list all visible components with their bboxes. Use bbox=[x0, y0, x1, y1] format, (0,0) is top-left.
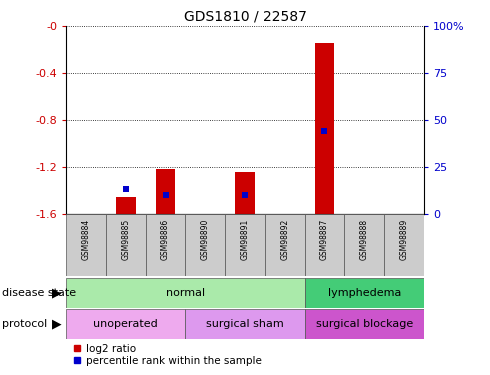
Bar bbox=[305, 309, 424, 339]
Text: ▶: ▶ bbox=[51, 318, 61, 330]
Text: GSM98890: GSM98890 bbox=[201, 219, 210, 260]
Text: GSM98886: GSM98886 bbox=[161, 219, 170, 260]
Text: GSM98892: GSM98892 bbox=[280, 219, 289, 260]
Text: GDS1810 / 22587: GDS1810 / 22587 bbox=[184, 9, 306, 23]
Bar bbox=[305, 214, 344, 276]
Bar bbox=[315, 43, 334, 214]
Bar bbox=[225, 214, 265, 276]
Bar bbox=[146, 214, 185, 276]
Text: lymphedema: lymphedema bbox=[327, 288, 401, 298]
Text: GSM98891: GSM98891 bbox=[241, 219, 249, 260]
Text: normal: normal bbox=[166, 288, 205, 298]
Text: protocol: protocol bbox=[2, 319, 48, 329]
Text: surgical blockage: surgical blockage bbox=[316, 319, 413, 329]
Bar bbox=[305, 278, 424, 308]
Text: unoperated: unoperated bbox=[94, 319, 158, 329]
Text: GSM98888: GSM98888 bbox=[360, 219, 369, 260]
Bar bbox=[66, 278, 305, 308]
Bar bbox=[185, 214, 225, 276]
Legend: log2 ratio, percentile rank within the sample: log2 ratio, percentile rank within the s… bbox=[69, 339, 266, 370]
Text: disease state: disease state bbox=[2, 288, 76, 298]
Bar bbox=[344, 214, 384, 276]
Bar bbox=[155, 169, 175, 214]
Bar bbox=[66, 309, 185, 339]
Text: surgical sham: surgical sham bbox=[206, 319, 284, 329]
Text: ▶: ▶ bbox=[51, 286, 61, 299]
Bar bbox=[66, 214, 106, 276]
Bar bbox=[235, 172, 255, 214]
Bar bbox=[106, 214, 146, 276]
Bar bbox=[384, 214, 424, 276]
Bar bbox=[116, 197, 136, 214]
Bar bbox=[185, 309, 305, 339]
Text: GSM98887: GSM98887 bbox=[320, 219, 329, 260]
Text: GSM98889: GSM98889 bbox=[399, 219, 409, 260]
Text: GSM98885: GSM98885 bbox=[121, 219, 130, 260]
Text: GSM98884: GSM98884 bbox=[81, 219, 91, 260]
Bar bbox=[265, 214, 305, 276]
